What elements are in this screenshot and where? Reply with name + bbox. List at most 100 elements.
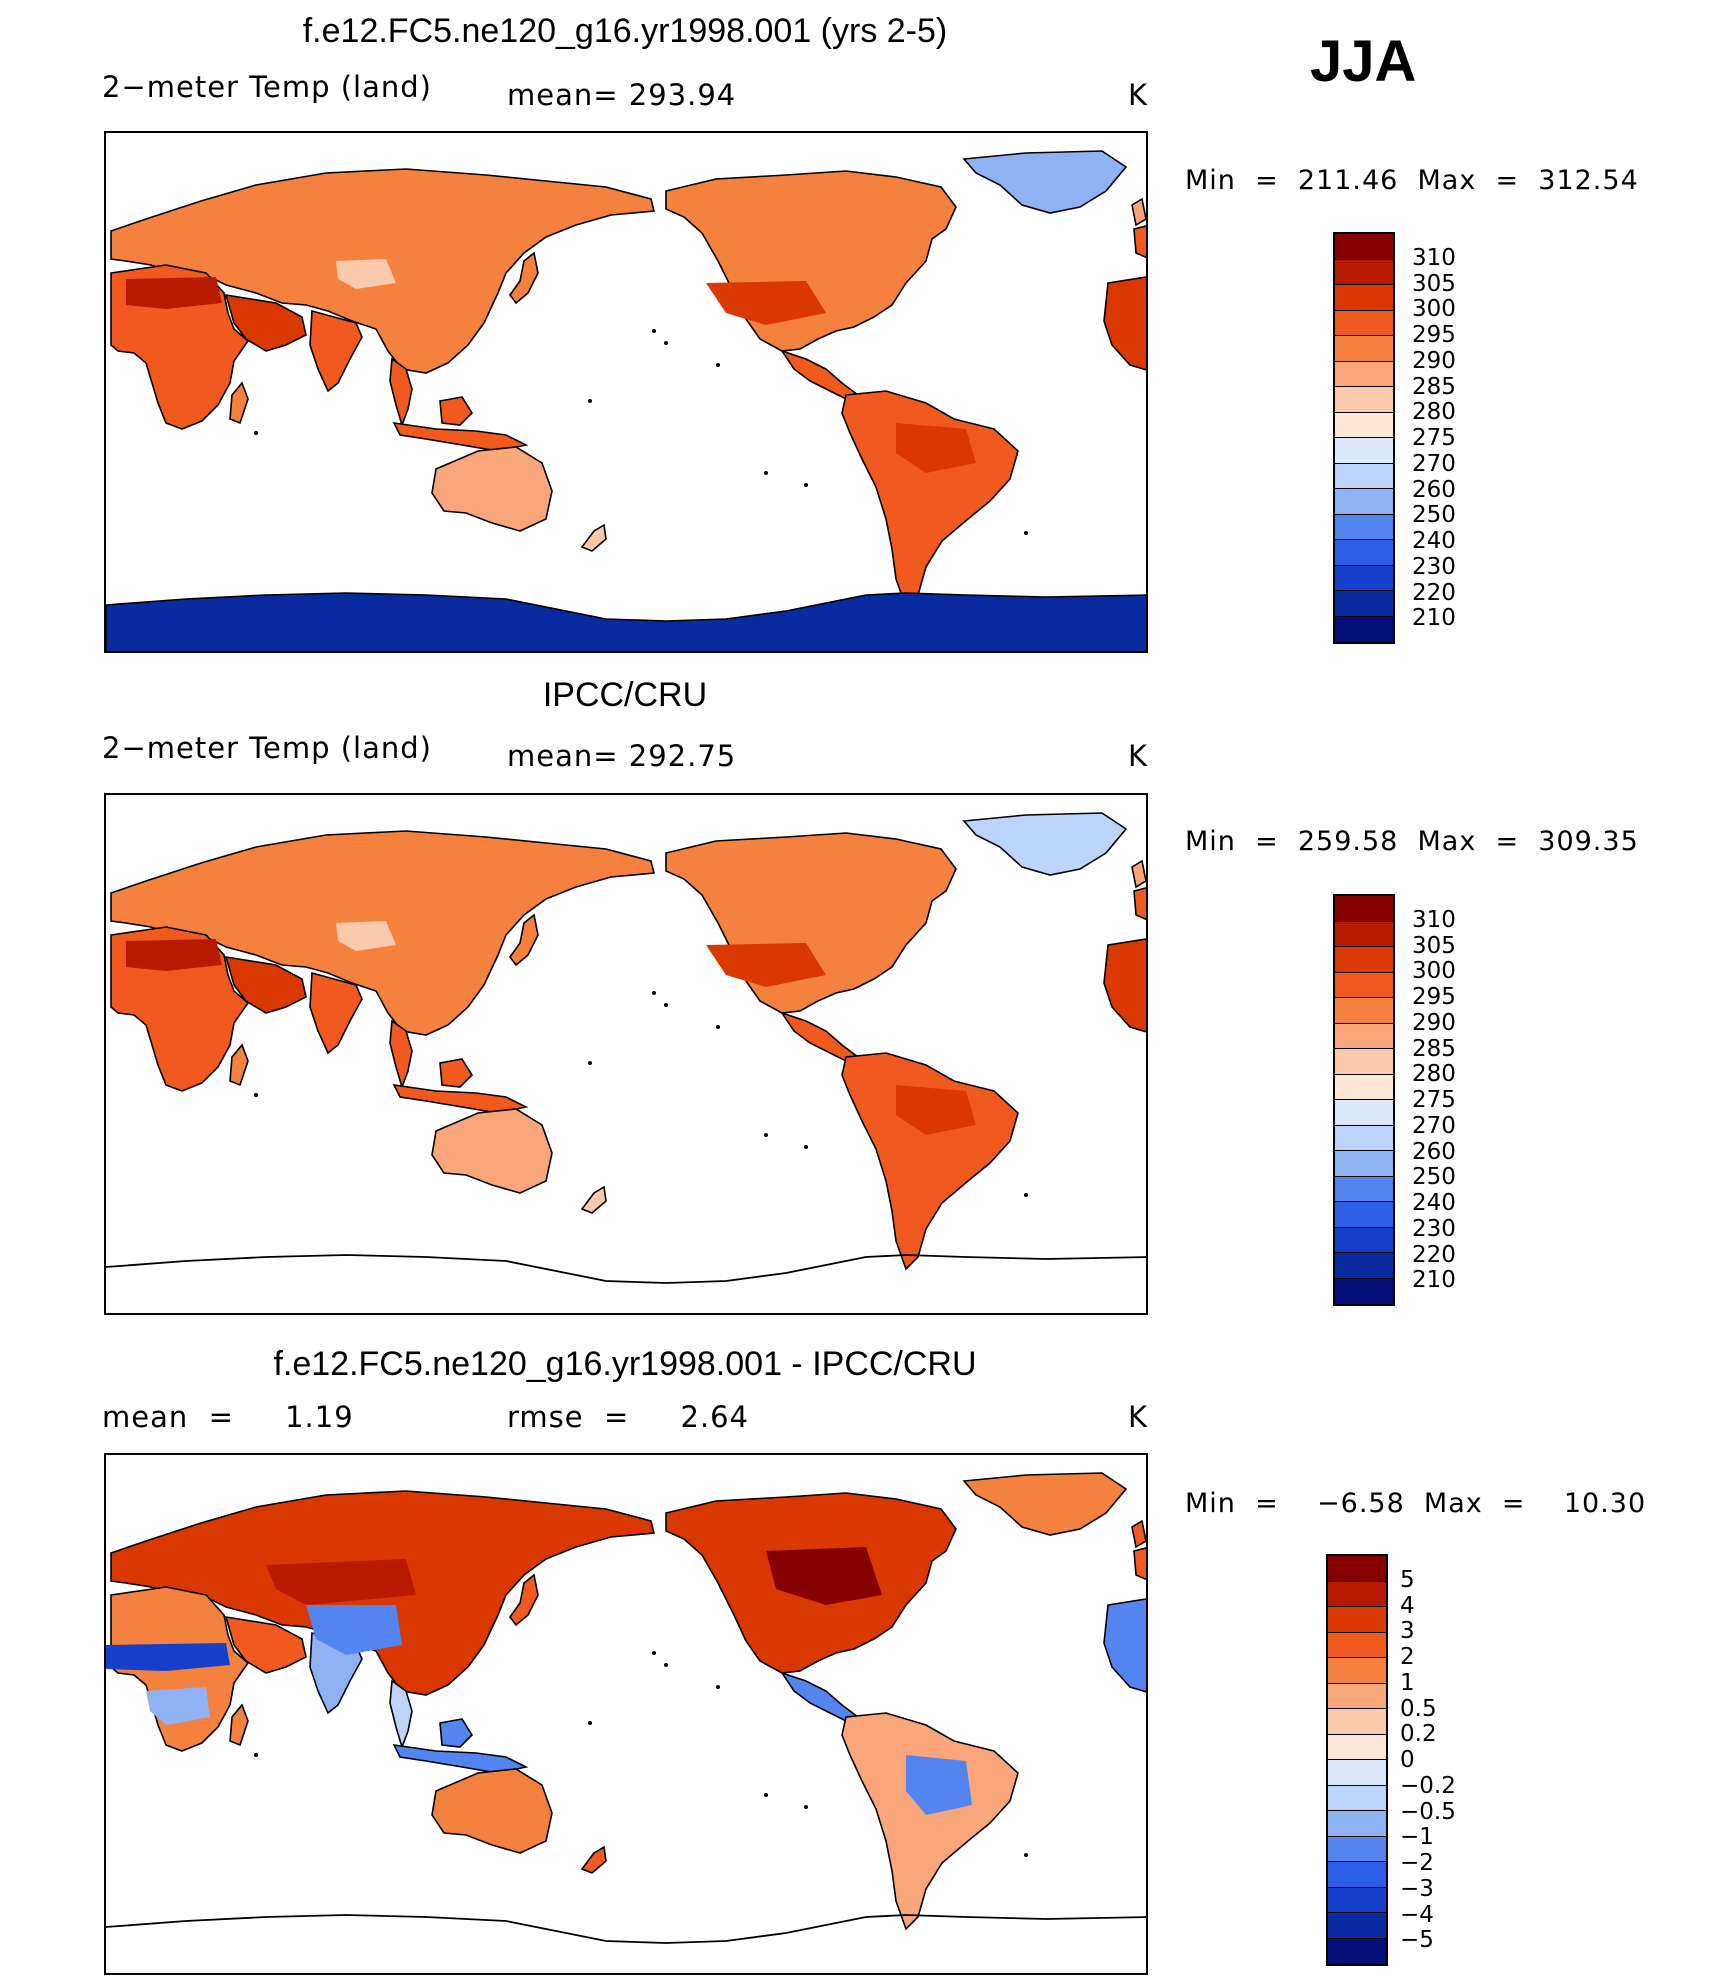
land-region-borneo — [439, 1058, 474, 1088]
colorbar-label: 230 — [1412, 553, 1456, 580]
panel-2-map — [104, 793, 1148, 1315]
land-region-newzealand — [580, 523, 607, 552]
colorbar-label: −4 — [1400, 1901, 1434, 1928]
panel-3-title: f.e12.FC5.ne120_g16.yr1998.001 - IPCC/CR… — [273, 1345, 977, 1383]
land-region-india — [309, 971, 363, 1055]
island-marker — [1024, 1193, 1028, 1197]
colorbar-label: 220 — [1412, 1241, 1456, 1268]
colorbar-label: 290 — [1412, 347, 1456, 374]
land-patch — [706, 281, 826, 325]
colorbar-cell — [1335, 1125, 1393, 1151]
colorbar-label: 280 — [1412, 1061, 1456, 1088]
island-marker — [716, 363, 720, 367]
colorbar-cell — [1335, 1253, 1393, 1279]
season-label: JJA — [1310, 29, 1417, 94]
island-marker — [254, 1093, 258, 1097]
land-region-centralam — [780, 349, 860, 402]
colorbar-cell — [1335, 361, 1393, 387]
land-patch — [906, 1755, 972, 1815]
island-marker — [664, 1663, 668, 1667]
colorbar-label: 275 — [1412, 1087, 1456, 1113]
island-marker — [764, 471, 768, 475]
land-region-centralam — [780, 1671, 860, 1724]
colorbar-label: 0.5 — [1400, 1695, 1437, 1722]
island-marker — [254, 1753, 258, 1757]
colorbar-label: 5 — [1400, 1566, 1415, 1593]
colorbar-cell — [1335, 1074, 1393, 1100]
panel-3-mean: mean = 1.19 — [102, 1400, 354, 1434]
land-region-iberia — [1133, 887, 1146, 921]
colorbar-cell — [1335, 489, 1393, 515]
land-region-samerica — [841, 1052, 1019, 1271]
land-region-namerica — [665, 170, 957, 352]
island-marker — [664, 341, 668, 345]
panel-2-unit: K — [1128, 739, 1149, 773]
land-region-iberia — [1133, 225, 1146, 259]
colorbar-label: 250 — [1412, 502, 1456, 529]
land-region-greenland — [962, 1472, 1128, 1536]
island-marker — [588, 399, 592, 403]
colorbar-label: 310 — [1412, 244, 1456, 271]
colorbar-label: 4 — [1400, 1592, 1415, 1619]
land-patch — [766, 1547, 882, 1605]
colorbar-cell — [1335, 463, 1393, 489]
land-region-arabia — [224, 294, 307, 352]
land-region-madagascar — [229, 381, 249, 425]
panel-3-map — [104, 1453, 1148, 1975]
land-region-indonesia — [392, 1743, 529, 1774]
island-marker — [1024, 531, 1028, 535]
land-region-seasia — [389, 1019, 413, 1090]
colorbar-cell — [1328, 1632, 1386, 1658]
colorbar-label: 300 — [1412, 958, 1456, 985]
land-region-uk — [1131, 197, 1146, 227]
panel-1-colorbar-labels: 310 305 300 295 290 285 280 275 270 260 250 240 230 2… — [1412, 232, 1512, 644]
land-region-newzealand — [580, 1185, 607, 1214]
colorbar-cell — [1328, 1709, 1386, 1735]
colorbar-label: 295 — [1412, 984, 1456, 1010]
island-marker — [716, 1685, 720, 1689]
land-region-westafrica — [1103, 276, 1146, 371]
land-region-borneo — [439, 1718, 474, 1748]
colorbar-cell — [1335, 285, 1393, 311]
land-region-greenland — [962, 150, 1128, 214]
colorbar-label: 210 — [1412, 1267, 1456, 1294]
colorbar-cell — [1335, 896, 1393, 922]
land-patch — [706, 943, 826, 987]
panel-2-mean: mean= 292.75 — [507, 739, 737, 773]
colorbar-label: 270 — [1412, 1112, 1456, 1139]
colorbar-label: 210 — [1412, 605, 1456, 632]
panel-2-variable: 2−meter Temp (land) — [102, 731, 432, 765]
land-region-indonesia — [392, 421, 529, 452]
island-marker — [652, 1651, 656, 1655]
panel-2-colorbar-labels: 310 305 300 295 290 285 280 275 270 260 250 240 230 2… — [1412, 894, 1512, 1306]
colorbar-cell — [1335, 1176, 1393, 1202]
land-patch — [896, 423, 976, 473]
panel-3-colorbar — [1326, 1554, 1388, 1966]
colorbar-cell — [1335, 412, 1393, 438]
colorbar-cell — [1335, 259, 1393, 285]
land-region-japan — [509, 913, 539, 967]
colorbar-label: −1 — [1400, 1824, 1434, 1851]
land-region-australia — [431, 446, 553, 532]
land-region-uk — [1131, 859, 1146, 889]
colorbar-label: 305 — [1412, 270, 1456, 297]
land-region-arabia — [224, 1616, 307, 1674]
colorbar-cell — [1335, 438, 1393, 464]
land-region-australia — [431, 1768, 553, 1854]
land-patch — [106, 1643, 230, 1671]
panel-3-minmax: Min = −6.58 Max = 10.30 — [1185, 1488, 1647, 1519]
island-marker — [588, 1721, 592, 1725]
island-marker — [652, 991, 656, 995]
colorbar-cell — [1335, 1151, 1393, 1177]
colorbar-cell — [1335, 387, 1393, 413]
land-patch — [146, 1687, 210, 1725]
land-region-westafrica — [1103, 1598, 1146, 1693]
colorbar-label: 240 — [1412, 528, 1456, 554]
colorbar-cell — [1335, 1227, 1393, 1253]
island-marker — [1024, 1853, 1028, 1857]
panel-2-title: IPCC/CRU — [542, 676, 708, 714]
island-marker — [716, 1025, 720, 1029]
colorbar-label: 295 — [1412, 322, 1456, 348]
antarctica-coastline — [106, 1254, 1146, 1284]
land-region-greenland — [962, 812, 1128, 876]
